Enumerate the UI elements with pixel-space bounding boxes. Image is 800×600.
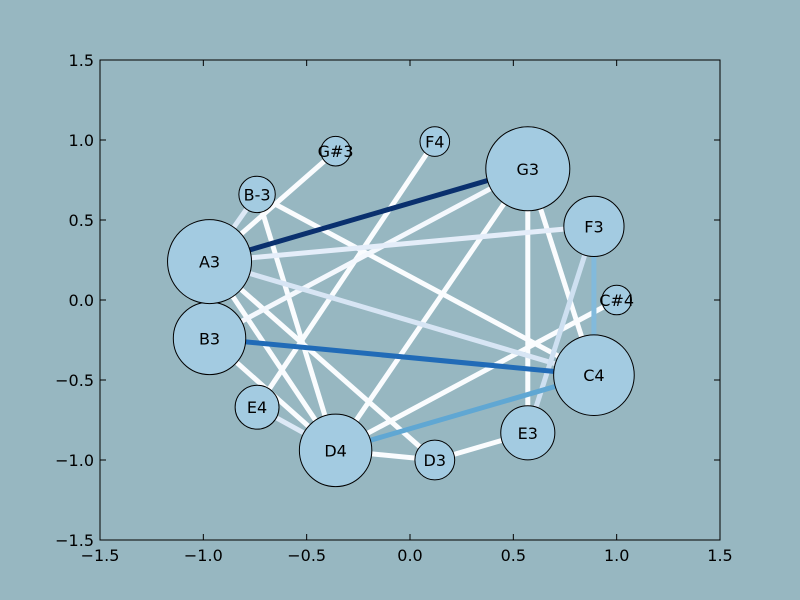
x-tick-label: 1.5: [707, 546, 732, 565]
node-circle-F4: [419, 126, 451, 157]
x-tick-label: 0.0: [397, 546, 422, 565]
axis-ticks: −1.5 −1.0 −0.5 0.0 0.5 1.0 1.5 −1.5 −1.0 −0.5 0.0 0…: [55, 51, 733, 565]
x-tick-label: −0.5: [287, 546, 326, 565]
node-G3: G3: [485, 126, 571, 212]
x-tick-label: −1.0: [184, 546, 223, 565]
y-tick-label: −1.0: [55, 451, 94, 470]
node-circle-C4: [553, 334, 635, 417]
edge-B3-C4: [209, 335, 595, 378]
x-tick-label: 0.5: [501, 546, 526, 565]
y-tick-label: −0.5: [55, 371, 94, 390]
node-label-F3: F3: [584, 217, 603, 236]
node-circle-E3: [500, 405, 556, 461]
node-E3: E3: [500, 405, 556, 461]
node-C#4: C#4: [599, 284, 634, 316]
node-label-F4: F4: [425, 133, 444, 152]
node-label-D4: D4: [324, 441, 347, 460]
edge-A3-G3: [208, 166, 529, 265]
edge-A3-C4: [208, 259, 595, 378]
node-circle-G#3: [320, 135, 351, 167]
node-G#3: G#3: [318, 135, 354, 167]
x-tick-label: 1.0: [604, 546, 629, 565]
y-tick-label: 0.5: [69, 211, 94, 230]
node-label-E4: E4: [247, 398, 267, 417]
nodes-layer: G3 F3 C#4 C4 E3 D3 D4 E4 B3 A3 B-3 G#3 F4: [167, 126, 635, 488]
node-A3: A3: [167, 219, 253, 305]
edge-D4-C4: [334, 372, 595, 453]
node-label-C4: C4: [583, 366, 604, 385]
node-label-A3: A3: [199, 253, 220, 272]
node-D3: D3: [414, 439, 456, 481]
edge-A3-F3: [209, 223, 595, 265]
edge-B-3-C4: [255, 192, 596, 378]
y-tick-label: 1.5: [69, 51, 94, 70]
edge-B-3-D4: [254, 193, 338, 452]
node-circle-A3: [167, 219, 253, 305]
node-F3: F3: [563, 195, 625, 257]
node-circle-E4: [234, 384, 280, 430]
node-label-E3: E3: [518, 424, 538, 443]
node-circle-G3: [485, 126, 571, 212]
y-tick-label: 0.0: [69, 291, 94, 310]
node-B-3: B-3: [238, 175, 276, 214]
node-label-B3: B3: [199, 329, 220, 348]
node-label-G#3: G#3: [318, 142, 354, 161]
y-tick-label: −1.5: [55, 531, 94, 550]
node-circle-D4: [298, 413, 373, 488]
node-circle-F3: [563, 195, 625, 257]
node-label-G3: G3: [517, 160, 540, 179]
node-circle-B-3: [238, 175, 276, 214]
node-circle-D3: [414, 439, 456, 481]
edge-E4-F4: [254, 140, 437, 409]
node-F4: F4: [419, 126, 451, 157]
edge-E3-F3: [525, 225, 597, 434]
node-label-B-3: B-3: [244, 185, 271, 204]
node-B3: B3: [172, 301, 247, 376]
y-tick-label: 1.0: [69, 131, 94, 150]
node-label-C#4: C#4: [599, 291, 634, 310]
x-tick-label: −1.5: [81, 546, 120, 565]
node-D4: D4: [298, 413, 373, 488]
edge-A3-D3: [207, 259, 437, 462]
node-circle-C#4: [601, 284, 632, 316]
node-E4: E4: [234, 384, 280, 430]
node-C4: C4: [553, 334, 635, 417]
node-label-D3: D3: [424, 451, 447, 470]
edge-D4-C#4: [334, 297, 618, 453]
edge-B3-G3: [208, 166, 529, 341]
